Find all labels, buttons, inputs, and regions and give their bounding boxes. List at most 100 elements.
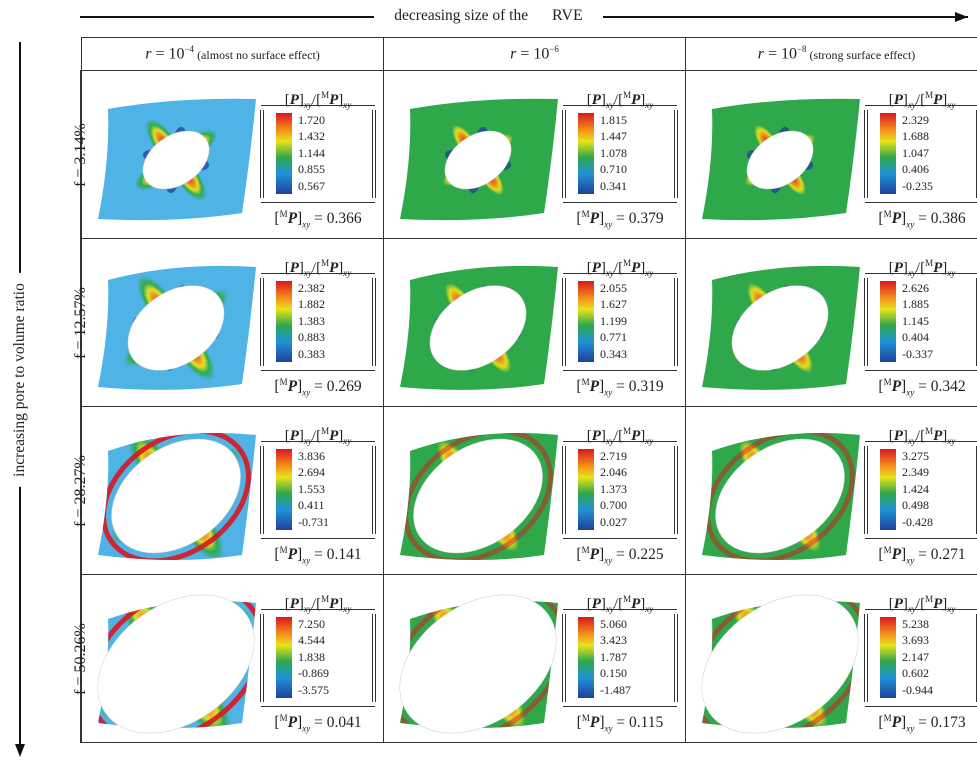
colorbar-tick-label: 2.382	[298, 281, 325, 295]
colorbar-ticks: 3.275 2.349 1.424 0.498 -0.428	[902, 448, 933, 530]
colorbar	[880, 617, 896, 698]
colorbar-tick-label: 1.078	[600, 145, 627, 160]
stress-field-plot	[702, 265, 860, 390]
colorbar-tick-label: 0.341	[600, 178, 627, 193]
legend-title: [P]xy/[MP]xy	[865, 253, 977, 278]
colorbar-tick-label: 0.883	[298, 330, 325, 345]
colorbar	[578, 617, 594, 698]
colorbar-tick-label: 1.424	[902, 481, 929, 496]
colorbar-tick-label: 0.343	[600, 346, 627, 361]
colorbar-tick-label: 0.567	[298, 178, 325, 193]
legend-title: [P]xy/[MP]xy	[261, 253, 375, 278]
colorbar-tick-label: 3.836	[298, 449, 325, 463]
macro-stress-number: 0.386	[930, 210, 966, 228]
result-cell: [P]xy/[MP]xy 1.815 1.447 1.078 0.710 0.341 [MP…	[383, 70, 686, 239]
colorbar-tick-label: 0.700	[600, 498, 627, 513]
colorbar-tick-label: 5.238	[902, 617, 929, 631]
column-header-3: r = 10−8 (strong surface effect)	[685, 37, 977, 71]
stress-field-plot	[702, 433, 860, 560]
stress-field-plot	[400, 98, 558, 221]
colorbar	[578, 449, 594, 530]
colorbar-tick-label: 1.447	[600, 129, 627, 144]
colorbar-ticks: 1.720 1.432 1.144 0.855 0.567	[298, 112, 325, 194]
colorbar-tick-label: 1.838	[298, 649, 325, 664]
result-cell: [P]xy/[MP]xy 2.055 1.627 1.199 0.771 0.343 [MP…	[383, 238, 686, 407]
legend-title: [P]xy/[MP]xy	[865, 85, 977, 110]
colorbar	[276, 449, 292, 530]
macro-stress-value: [MP]xy = 0.342	[865, 370, 977, 397]
column-header-2: r = 10−6	[383, 37, 686, 71]
colorbar-tick-label: -3.575	[298, 682, 329, 697]
result-cell: [P]xy/[MP]xy 2.329 1.688 1.047 0.406 -0.235 [M…	[685, 70, 977, 239]
colorbar-tick-label: 2.626	[902, 281, 929, 295]
macro-stress-number: 0.271	[930, 546, 966, 564]
colorbar-tick-label: 0.498	[902, 498, 929, 513]
colorbar-tick-label: 1.144	[298, 145, 325, 160]
colorbar-tick-label: 1.199	[600, 313, 627, 328]
colorbar-tick-label: 3.275	[902, 449, 929, 463]
legend-title: [P]xy/[MP]xy	[563, 253, 677, 278]
colorbar-ticks: 2.626 1.885 1.145 0.404 -0.337	[902, 280, 933, 362]
colorbar-tick-label: 1.553	[298, 481, 325, 496]
macro-stress-value: [MP]xy = 0.269	[261, 370, 375, 397]
colorbar-tick-label: -1.487	[600, 682, 631, 697]
macro-stress-number: 0.366	[326, 210, 362, 228]
result-cell: [P]xy/[MP]xy 2.626 1.885 1.145 0.404 -0.337 [M…	[685, 238, 977, 407]
stress-field-plot	[98, 265, 256, 390]
colorbar	[578, 113, 594, 194]
macro-stress-value: [MP]xy = 0.366	[261, 202, 375, 229]
macro-stress-number: 0.342	[930, 378, 966, 396]
colorbar-tick-label: 0.710	[600, 162, 627, 177]
colorbar-tick-label: 7.250	[298, 617, 325, 631]
macro-stress-number: 0.269	[326, 378, 362, 396]
macro-stress-number: 0.141	[326, 546, 362, 564]
column-header-1: r = 10−4 (almost no surface effect)	[81, 37, 384, 71]
result-cell: [P]xy/[MP]xy 5.060 3.423 1.787 0.150 -1.487 [M…	[383, 574, 686, 743]
colorbar-tick-label: 1.885	[902, 297, 929, 312]
colorbar	[276, 617, 292, 698]
colorbar-tick-label: 0.404	[902, 330, 929, 345]
macro-stress-number: 0.115	[629, 714, 664, 732]
macro-stress-number: 0.225	[628, 546, 664, 564]
colorbar-legend: [P]xy/[MP]xy 1.815 1.447 1.078 0.710 0.341 [MP…	[562, 85, 678, 229]
stress-field-plot	[702, 98, 860, 221]
colorbar-tick-label: 2.055	[600, 281, 627, 295]
legend-title: [P]xy/[MP]xy	[563, 589, 677, 614]
stress-field-plot	[98, 433, 256, 560]
colorbar-tick-label: 2.719	[600, 449, 627, 463]
colorbar-tick-label: 3.423	[600, 633, 627, 648]
legend-title: [P]xy/[MP]xy	[865, 421, 977, 446]
colorbar-tick-label: 2.046	[600, 465, 627, 480]
colorbar-tick-label: 0.406	[902, 162, 929, 177]
result-cell: [P]xy/[MP]xy 3.275 2.349 1.424 0.498 -0.428 [M…	[685, 406, 977, 575]
macro-stress-value: [MP]xy = 0.379	[563, 202, 677, 229]
legend-title: [P]xy/[MP]xy	[261, 589, 375, 614]
colorbar-tick-label: 1.373	[600, 481, 627, 496]
colorbar-tick-label: 4.544	[298, 633, 325, 648]
colorbar-tick-label: 2.329	[902, 113, 929, 127]
colorbar-legend: [P]xy/[MP]xy 5.060 3.423 1.787 0.150 -1.487 [M…	[562, 589, 678, 733]
colorbar	[880, 113, 896, 194]
colorbar	[578, 281, 594, 362]
colorbar-legend: [P]xy/[MP]xy 2.626 1.885 1.145 0.404 -0.337 [M…	[864, 253, 977, 397]
macro-stress-value: [MP]xy = 0.173	[865, 706, 977, 733]
colorbar-tick-label: 1.815	[600, 113, 627, 127]
colorbar-tick-label: -0.337	[902, 346, 933, 361]
stress-field-plot	[97, 594, 256, 734]
macro-stress-value: [MP]xy = 0.386	[865, 202, 977, 229]
stress-field-plot	[400, 265, 558, 390]
colorbar-ticks: 2.382 1.882 1.383 0.883 0.383	[298, 280, 325, 362]
colorbar-tick-label: 3.693	[902, 633, 929, 648]
table-row: f = 50.26% [P]xy/[MP]xy 7.250 4.544 1.838 -0.…	[72, 574, 977, 743]
stress-field-plot	[701, 594, 860, 734]
colorbar-tick-label: 1.145	[902, 313, 929, 328]
colorbar-tick-label: 1.720	[298, 113, 325, 127]
colorbar-tick-label: 0.602	[902, 666, 929, 681]
macro-stress-value: [MP]xy = 0.271	[865, 538, 977, 565]
colorbar-tick-label: 0.383	[298, 346, 325, 361]
result-cell: [P]xy/[MP]xy 2.382 1.882 1.383 0.883 0.383 [MP…	[81, 238, 384, 407]
table-row: f = 12.57% [P]xy/[MP]xy 2.382 1.882 1.383 0.8…	[72, 238, 977, 407]
colorbar-legend: [P]xy/[MP]xy 2.719 2.046 1.373 0.700 0.027 [MP…	[562, 421, 678, 565]
colorbar-legend: [P]xy/[MP]xy 5.238 3.693 2.147 0.602 -0.944 [M…	[864, 589, 977, 733]
colorbar	[880, 449, 896, 530]
